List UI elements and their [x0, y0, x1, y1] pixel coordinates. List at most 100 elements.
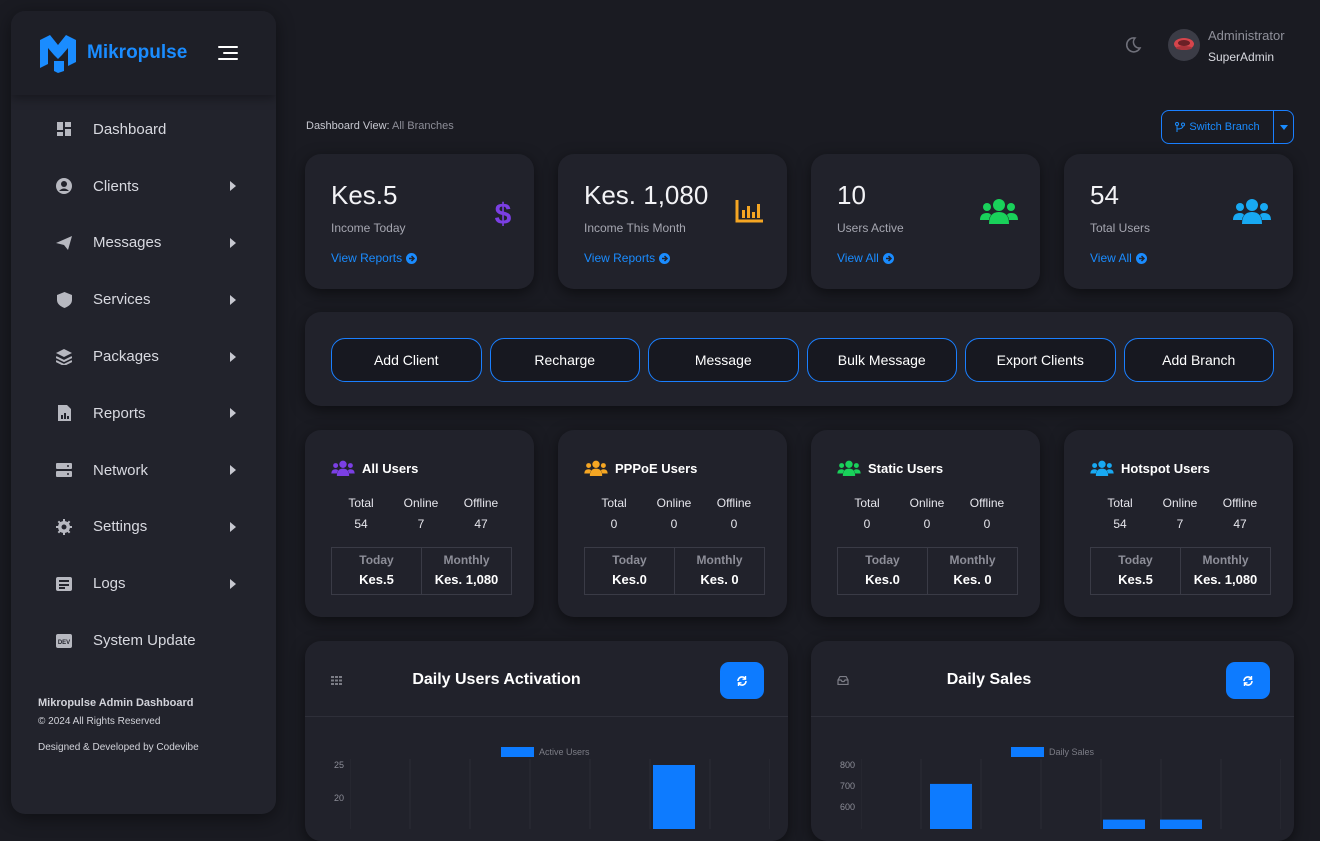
user-type-title-text: Hotspot Users [1121, 460, 1210, 476]
menu-toggle-button[interactable] [218, 42, 239, 64]
link-text: View Reports [331, 251, 403, 265]
today-label: Today [612, 553, 647, 567]
stat-header: Offline [969, 496, 1005, 510]
today-value: Kes.5 [1118, 572, 1153, 587]
sidebar-item-label: System Update [93, 632, 196, 650]
view-reports-link[interactable]: View Reports [331, 251, 418, 265]
log-list-icon [55, 575, 73, 593]
chevron-right-icon [230, 181, 236, 192]
stat-value: 0 [610, 517, 618, 531]
mikropulse-logo-icon [40, 35, 76, 73]
stat-value: 0 [983, 517, 991, 531]
chart-plot-area [861, 759, 1281, 829]
stat-header: Offline [463, 496, 499, 510]
bulk-message-button[interactable]: Bulk Message [806, 338, 957, 382]
view-all-link[interactable]: View All [837, 251, 894, 265]
sidebar-item-messages[interactable]: Messages [11, 215, 276, 272]
sidebar-item-logs[interactable]: Logs [11, 555, 276, 612]
switch-branch-main[interactable]: Switch Branch [1162, 111, 1274, 143]
quick-actions-row: Add Client Recharge Message Bulk Message… [331, 338, 1274, 382]
stat-label: Income Today [331, 221, 406, 235]
sidebar-item-network[interactable]: Network [11, 442, 276, 499]
add-client-button[interactable]: Add Client [331, 338, 482, 382]
monthly-label: Monthly [1202, 553, 1249, 567]
refresh-button[interactable] [1226, 662, 1270, 699]
avatar[interactable] [1168, 29, 1200, 61]
user-type-title: Static Users [837, 460, 943, 476]
legend-label: Active Users [539, 747, 590, 757]
stat-value: 0 [863, 517, 871, 531]
monthly-label: Monthly [443, 553, 490, 567]
user-type-title-text: PPPoE Users [615, 460, 698, 476]
today-value: Kes.5 [359, 572, 394, 587]
monthly-value: Kes. 0 [700, 572, 739, 587]
recharge-button[interactable]: Recharge [489, 338, 640, 382]
y-tick-label: 700 [840, 781, 856, 791]
stat-card-income-today: Kes.5 Income Today View Reports $ [305, 154, 534, 289]
users-icon [1090, 460, 1114, 476]
branch-icon [1175, 121, 1186, 132]
link-text: View Reports [584, 251, 656, 265]
dashboard-view-label: Dashboard View: All Branches [306, 120, 454, 132]
monthly-value: Kes. 1,080 [434, 572, 499, 587]
today-label: Today [1118, 553, 1153, 567]
user-type-card-hotspot: Hotspot Users Total Online Offline 54 7 … [1064, 430, 1293, 617]
chart-title: Daily Sales [946, 671, 1032, 688]
sidebar-item-label: Messages [93, 234, 162, 252]
dollar-icon: $ [495, 198, 512, 230]
switch-branch-label: Switch Branch [1189, 121, 1260, 133]
sidebar-item-clients[interactable]: Clients [11, 158, 276, 215]
y-tick-label: 800 [840, 760, 856, 770]
paper-plane-icon [55, 234, 73, 252]
view-all-link[interactable]: View All [1090, 251, 1147, 265]
users-icon [1233, 199, 1271, 224]
stat-value: 47 [1233, 517, 1247, 531]
export-clients-button[interactable]: Export Clients [965, 338, 1116, 382]
sidebar-item-label: Logs [93, 575, 126, 593]
user-type-title-text: All Users [362, 460, 419, 476]
stat-value: 0 [670, 517, 678, 531]
user-type-card-static: Static Users Total Online Offline 0 0 0 … [811, 430, 1040, 617]
stat-label: Users Active [837, 221, 904, 235]
view-reports-link[interactable]: View Reports [584, 251, 671, 265]
brand-name[interactable]: Mikropulse [87, 42, 188, 63]
switch-branch-button[interactable]: Switch Branch [1161, 110, 1294, 144]
stat-header: Offline [716, 496, 752, 510]
sidebar-item-label: Dashboard [93, 120, 167, 138]
chevron-right-icon [230, 465, 236, 476]
y-tick-label: 25 [334, 760, 345, 770]
chart-header: Daily Sales [811, 641, 1294, 717]
sidebar-item-services[interactable]: Services [11, 271, 276, 328]
stat-header: Online [656, 496, 692, 510]
sidebar-item-system-update[interactable]: DEV System Update [11, 612, 276, 669]
sidebar-item-settings[interactable]: Settings [11, 499, 276, 556]
sidebar-item-dashboard[interactable]: Dashboard [11, 101, 276, 158]
sidebar-item-reports[interactable]: Reports [11, 385, 276, 442]
chart-header: Daily Users Activation [305, 641, 788, 717]
chevron-right-icon [230, 578, 236, 589]
today-value: Kes.0 [865, 572, 900, 587]
quick-actions-panel: Add Client Recharge Message Bulk Message… [305, 312, 1293, 406]
refresh-button[interactable] [720, 662, 764, 699]
server-icon [55, 461, 73, 479]
sidebar-item-label: Services [93, 291, 151, 309]
svg-text:DEV: DEV [58, 640, 70, 646]
stat-amount: 54 [1090, 180, 1119, 210]
stat-header: Total [1107, 496, 1133, 510]
chart-bar [1160, 819, 1202, 829]
switch-branch-dropdown[interactable] [1274, 124, 1293, 130]
users-icon [584, 460, 608, 476]
sidebar-item-packages[interactable]: Packages [11, 328, 276, 385]
today-label: Today [865, 553, 900, 567]
sidebar-item-label: Clients [93, 177, 139, 195]
bar-chart-icon [735, 200, 763, 223]
chart-legend: Active Users [501, 747, 590, 757]
y-tick-label: 20 [334, 793, 345, 803]
chart-bar [930, 783, 972, 829]
stat-header: Online [403, 496, 439, 510]
add-branch-button[interactable]: Add Branch [1123, 338, 1274, 382]
message-button[interactable]: Message [648, 338, 799, 382]
chevron-right-icon [230, 521, 236, 532]
moon-icon[interactable] [1124, 36, 1142, 54]
sidebar-item-label: Network [93, 461, 149, 479]
